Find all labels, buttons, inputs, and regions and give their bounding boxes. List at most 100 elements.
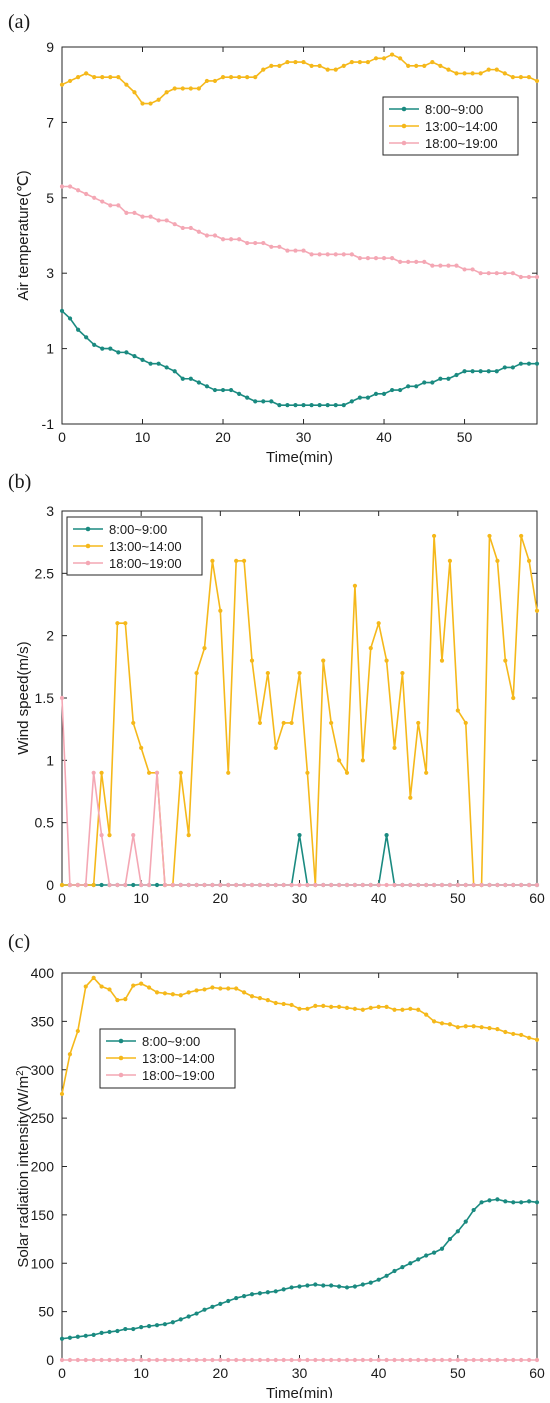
data-point — [373, 391, 379, 396]
data-point — [196, 229, 201, 234]
data-point — [526, 1035, 532, 1040]
panel-label: (b) — [8, 471, 31, 493]
data-point — [309, 252, 314, 257]
data-point — [245, 395, 250, 400]
data-point — [75, 1028, 80, 1034]
data-point — [154, 1323, 160, 1328]
data-point — [424, 1253, 429, 1258]
data-point — [148, 214, 153, 219]
data-point — [455, 1025, 460, 1030]
data-point — [518, 75, 523, 80]
data-point — [277, 244, 282, 249]
data-point — [249, 658, 255, 663]
data-point — [172, 86, 177, 91]
data-point — [228, 75, 234, 80]
data-point — [414, 63, 419, 68]
data-point — [257, 996, 263, 1001]
data-point — [486, 369, 491, 374]
data-point — [297, 882, 302, 888]
data-point — [365, 256, 371, 261]
series-group — [59, 975, 540, 1363]
data-point — [424, 1357, 429, 1363]
data-point — [352, 882, 358, 888]
data-point — [178, 1317, 183, 1322]
data-point — [471, 882, 476, 888]
data-point — [336, 1284, 342, 1289]
data-point — [352, 1006, 358, 1011]
data-point — [265, 997, 270, 1003]
data-point — [317, 63, 322, 68]
data-point — [398, 259, 403, 264]
data-point — [349, 252, 354, 257]
data-point — [178, 770, 183, 775]
data-point — [376, 1357, 381, 1363]
data-point — [381, 391, 387, 396]
data-point — [212, 233, 218, 238]
data-point — [156, 218, 161, 223]
data-point — [360, 882, 365, 888]
data-point — [392, 745, 397, 750]
x-tick-label: 0 — [58, 1365, 66, 1381]
data-point — [446, 263, 451, 268]
data-point — [186, 990, 191, 995]
data-point — [293, 59, 298, 65]
y-axis-label-superscript: 2 — [15, 1070, 26, 1076]
y-tick-label: 50 — [38, 1304, 54, 1320]
data-point — [301, 248, 306, 253]
data-point — [422, 380, 427, 385]
data-point — [59, 308, 65, 313]
data-point — [406, 384, 411, 389]
data-point — [416, 882, 421, 888]
data-point — [210, 1304, 215, 1309]
data-point — [194, 670, 199, 676]
data-point — [116, 350, 121, 355]
data-point — [305, 882, 310, 888]
x-tick-label: 30 — [292, 1365, 308, 1381]
data-point — [249, 882, 255, 888]
data-point — [146, 1324, 152, 1329]
data-point — [234, 882, 239, 888]
data-point — [301, 403, 306, 408]
x-tick-label: 10 — [135, 429, 151, 445]
data-point — [228, 237, 234, 242]
data-point — [234, 986, 239, 991]
data-point — [269, 63, 274, 68]
data-point — [249, 1292, 255, 1297]
series-line-1 — [61, 53, 538, 105]
data-point — [495, 882, 500, 888]
data-point — [503, 1357, 508, 1363]
data-point — [463, 1024, 468, 1029]
data-point — [218, 608, 223, 613]
data-point — [148, 101, 153, 106]
data-point — [389, 52, 395, 57]
data-point — [478, 271, 483, 276]
data-point — [352, 1284, 358, 1289]
series-line-1 — [62, 535, 538, 886]
data-point — [446, 67, 451, 72]
data-point — [376, 1004, 381, 1009]
data-point — [194, 882, 199, 888]
data-point — [164, 218, 169, 223]
data-point — [368, 1005, 373, 1010]
data-point — [162, 1322, 168, 1327]
data-point — [329, 882, 334, 888]
data-point — [389, 256, 395, 261]
data-point — [100, 199, 105, 204]
y-tick-label: 100 — [31, 1255, 55, 1271]
data-point — [333, 252, 338, 257]
data-point — [154, 770, 160, 775]
data-point — [59, 184, 65, 189]
data-point — [368, 1280, 373, 1285]
data-point — [146, 770, 152, 775]
data-point — [273, 882, 278, 888]
data-point — [202, 1357, 207, 1363]
data-point — [519, 533, 524, 539]
y-tick-label: 0 — [46, 877, 54, 893]
data-point — [131, 720, 136, 726]
data-point — [75, 882, 80, 888]
data-point — [333, 403, 338, 408]
data-point — [431, 882, 437, 888]
data-point — [455, 1357, 460, 1363]
data-point — [107, 1329, 112, 1335]
data-point — [139, 981, 144, 986]
